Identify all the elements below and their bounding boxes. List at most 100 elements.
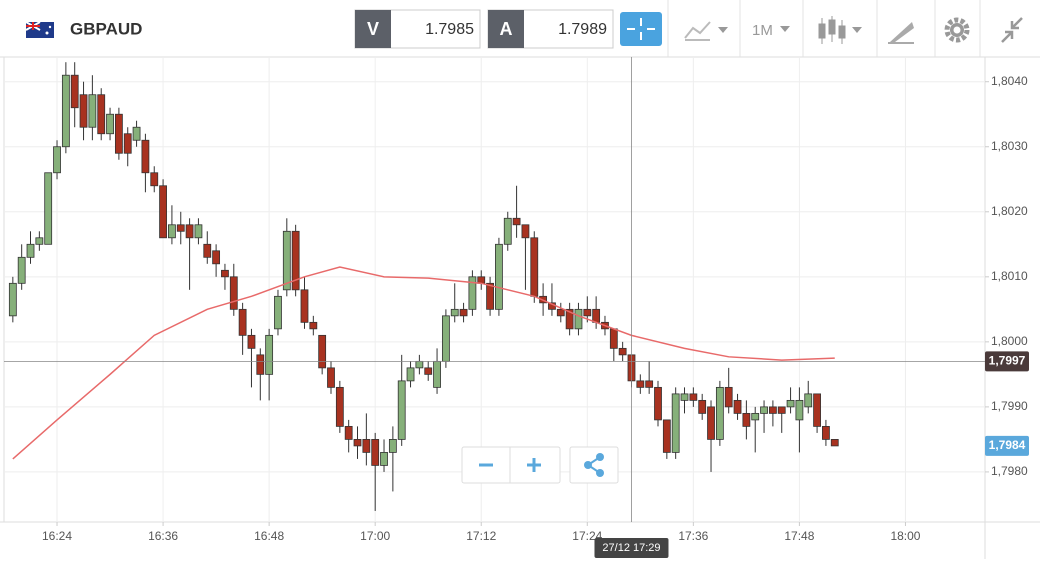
candle-body bbox=[733, 399, 742, 414]
candle-body bbox=[17, 256, 26, 284]
candle-body bbox=[247, 334, 256, 349]
zoom-box bbox=[461, 446, 561, 484]
candle-body bbox=[830, 439, 839, 447]
bid-label: V bbox=[367, 19, 379, 39]
candle-body bbox=[141, 139, 150, 174]
toolbar-separators bbox=[667, 0, 981, 57]
crosshair-y-label: 1,7997 bbox=[989, 354, 1026, 368]
candle-body bbox=[88, 94, 97, 128]
candle-body bbox=[680, 393, 689, 401]
candle-body bbox=[662, 419, 671, 453]
x-tick-label: 18:00 bbox=[890, 529, 920, 543]
collapse-button[interactable] bbox=[1001, 17, 1023, 43]
candle-body bbox=[397, 380, 406, 440]
candle-body bbox=[742, 412, 751, 427]
candle-body bbox=[415, 360, 424, 369]
candle-body bbox=[79, 94, 88, 128]
candle-body bbox=[530, 237, 539, 297]
candle-body bbox=[671, 393, 680, 453]
candle-body bbox=[609, 328, 618, 349]
candle-body bbox=[362, 439, 371, 453]
candle-body bbox=[795, 399, 804, 421]
candle-body bbox=[44, 172, 53, 245]
candle-body bbox=[256, 354, 265, 375]
settings-button[interactable] bbox=[944, 17, 970, 43]
candle-body bbox=[388, 439, 397, 453]
candle-body bbox=[309, 321, 318, 330]
x-tick-label: 17:12 bbox=[466, 529, 496, 543]
candle-body bbox=[486, 282, 494, 310]
candle-body bbox=[229, 276, 238, 310]
bid-label-box bbox=[355, 10, 391, 48]
candle-body bbox=[344, 425, 353, 440]
candle-body bbox=[221, 269, 229, 278]
candle-body bbox=[26, 243, 35, 258]
candle-body bbox=[503, 217, 512, 245]
candle-body bbox=[618, 347, 627, 356]
candle-body bbox=[512, 217, 521, 226]
y-tick-label: 1,8010 bbox=[991, 269, 1028, 283]
candle-body bbox=[565, 308, 574, 330]
x-tick-label: 16:24 bbox=[42, 529, 72, 543]
timeframe-button[interactable]: 1M bbox=[752, 22, 790, 39]
ask-label-box bbox=[488, 10, 524, 48]
y-tick-label: 1,8030 bbox=[991, 139, 1028, 153]
candle-body bbox=[353, 439, 362, 447]
candle-body bbox=[61, 74, 70, 148]
candle-body bbox=[822, 425, 830, 440]
candle-body bbox=[168, 224, 176, 239]
crosshair-x-box bbox=[594, 538, 669, 558]
candle-body bbox=[35, 237, 44, 245]
candle-body bbox=[380, 452, 388, 466]
candle-body bbox=[698, 399, 707, 414]
candle-body bbox=[203, 243, 212, 258]
bid-price: 1.7985 bbox=[425, 21, 474, 38]
y-tick-label: 1,8000 bbox=[991, 334, 1028, 348]
candle-body bbox=[371, 439, 380, 466]
candle-body bbox=[406, 367, 415, 382]
candle-body bbox=[424, 367, 433, 375]
ask-label: A bbox=[500, 19, 513, 39]
crosshair-y-box bbox=[985, 351, 1029, 372]
candle-body bbox=[300, 289, 309, 323]
plot: 1,7980 1,7990 1,8000 1,8010 1,8020 1,8030 1,80… bbox=[4, 57, 1029, 558]
y-tick-label: 1,7980 bbox=[991, 464, 1028, 478]
last-price-box bbox=[985, 435, 1029, 456]
x-tick-label: 17:00 bbox=[360, 529, 390, 543]
candle-body bbox=[327, 367, 335, 388]
candle-style-button[interactable] bbox=[818, 16, 862, 44]
candle-body bbox=[282, 230, 291, 291]
candle-body bbox=[8, 282, 17, 317]
share-button[interactable] bbox=[569, 446, 619, 484]
candle-body bbox=[459, 308, 468, 317]
candle-body bbox=[715, 386, 724, 440]
zoom-in-button[interactable] bbox=[527, 458, 541, 472]
candle-body bbox=[70, 74, 79, 109]
candle-body bbox=[159, 185, 167, 239]
candle-body bbox=[495, 243, 503, 310]
candle-body bbox=[274, 295, 282, 330]
flag-icon bbox=[25, 21, 54, 38]
candle-body bbox=[194, 224, 203, 239]
crosshair-x-label: 27/12 17:29 bbox=[602, 542, 660, 554]
draw-tool-button[interactable] bbox=[888, 22, 914, 44]
chart-type-button[interactable] bbox=[684, 21, 728, 41]
moving-average bbox=[12, 266, 835, 460]
candle-body bbox=[185, 224, 194, 239]
candle-body bbox=[583, 308, 592, 317]
candle-body bbox=[53, 146, 61, 174]
candle-body bbox=[450, 308, 459, 317]
candle-body bbox=[804, 393, 813, 408]
y-tick-label: 1,8040 bbox=[991, 74, 1028, 88]
candle-body bbox=[212, 250, 221, 265]
crosshair-button[interactable] bbox=[620, 12, 662, 46]
candle-body bbox=[521, 224, 530, 239]
candle-body bbox=[265, 334, 274, 375]
candle-body bbox=[724, 386, 733, 408]
ask-price: 1.7989 bbox=[558, 21, 607, 38]
candle-body bbox=[441, 315, 450, 362]
candle-body bbox=[106, 113, 114, 135]
last-price-label: 1,7984 bbox=[989, 438, 1026, 452]
candle-body bbox=[751, 412, 760, 421]
x-tick-label: 17:48 bbox=[784, 529, 814, 543]
